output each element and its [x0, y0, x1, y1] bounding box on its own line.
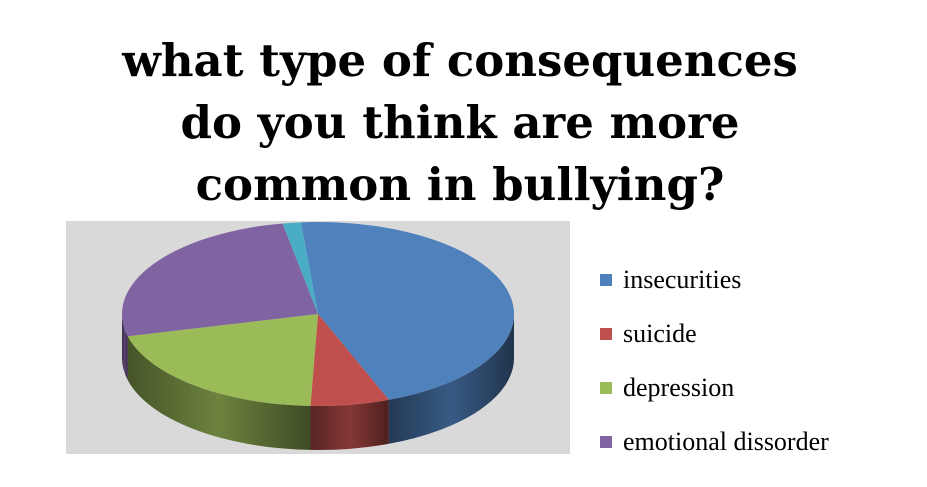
legend-swatch-insecurities — [600, 274, 612, 286]
legend-label-insecurities: insecurities — [623, 265, 742, 294]
pie-side-insecurities — [388, 314, 514, 444]
pie-slice-other — [282, 222, 318, 314]
pie-slice-insecurities — [300, 221, 515, 400]
pie-side-suicide — [310, 399, 389, 450]
pie-slice-emotional-dissorder — [122, 223, 319, 337]
pie-side-depression — [127, 336, 311, 450]
chart-title: what type of consequences do you think a… — [60, 30, 860, 216]
title-line-1: what type of consequences — [122, 34, 798, 87]
pie-slice-depression — [127, 314, 318, 406]
legend-swatch-depression — [600, 382, 612, 394]
pie-slice-suicide — [310, 314, 389, 406]
legend-swatch-suicide — [600, 328, 612, 340]
title-line-3: common in bullying? — [195, 158, 725, 211]
legend-label-depression: depression — [623, 373, 735, 402]
legend-swatch-emotional-dissorder — [600, 436, 612, 448]
legend-label-suicide: suicide — [623, 319, 697, 348]
title-line-2: do you think are more — [180, 96, 740, 149]
legend-label-emotional-dissorder: emotional dissorder — [623, 427, 829, 456]
pie-side-emotional-dissorder — [122, 314, 128, 381]
